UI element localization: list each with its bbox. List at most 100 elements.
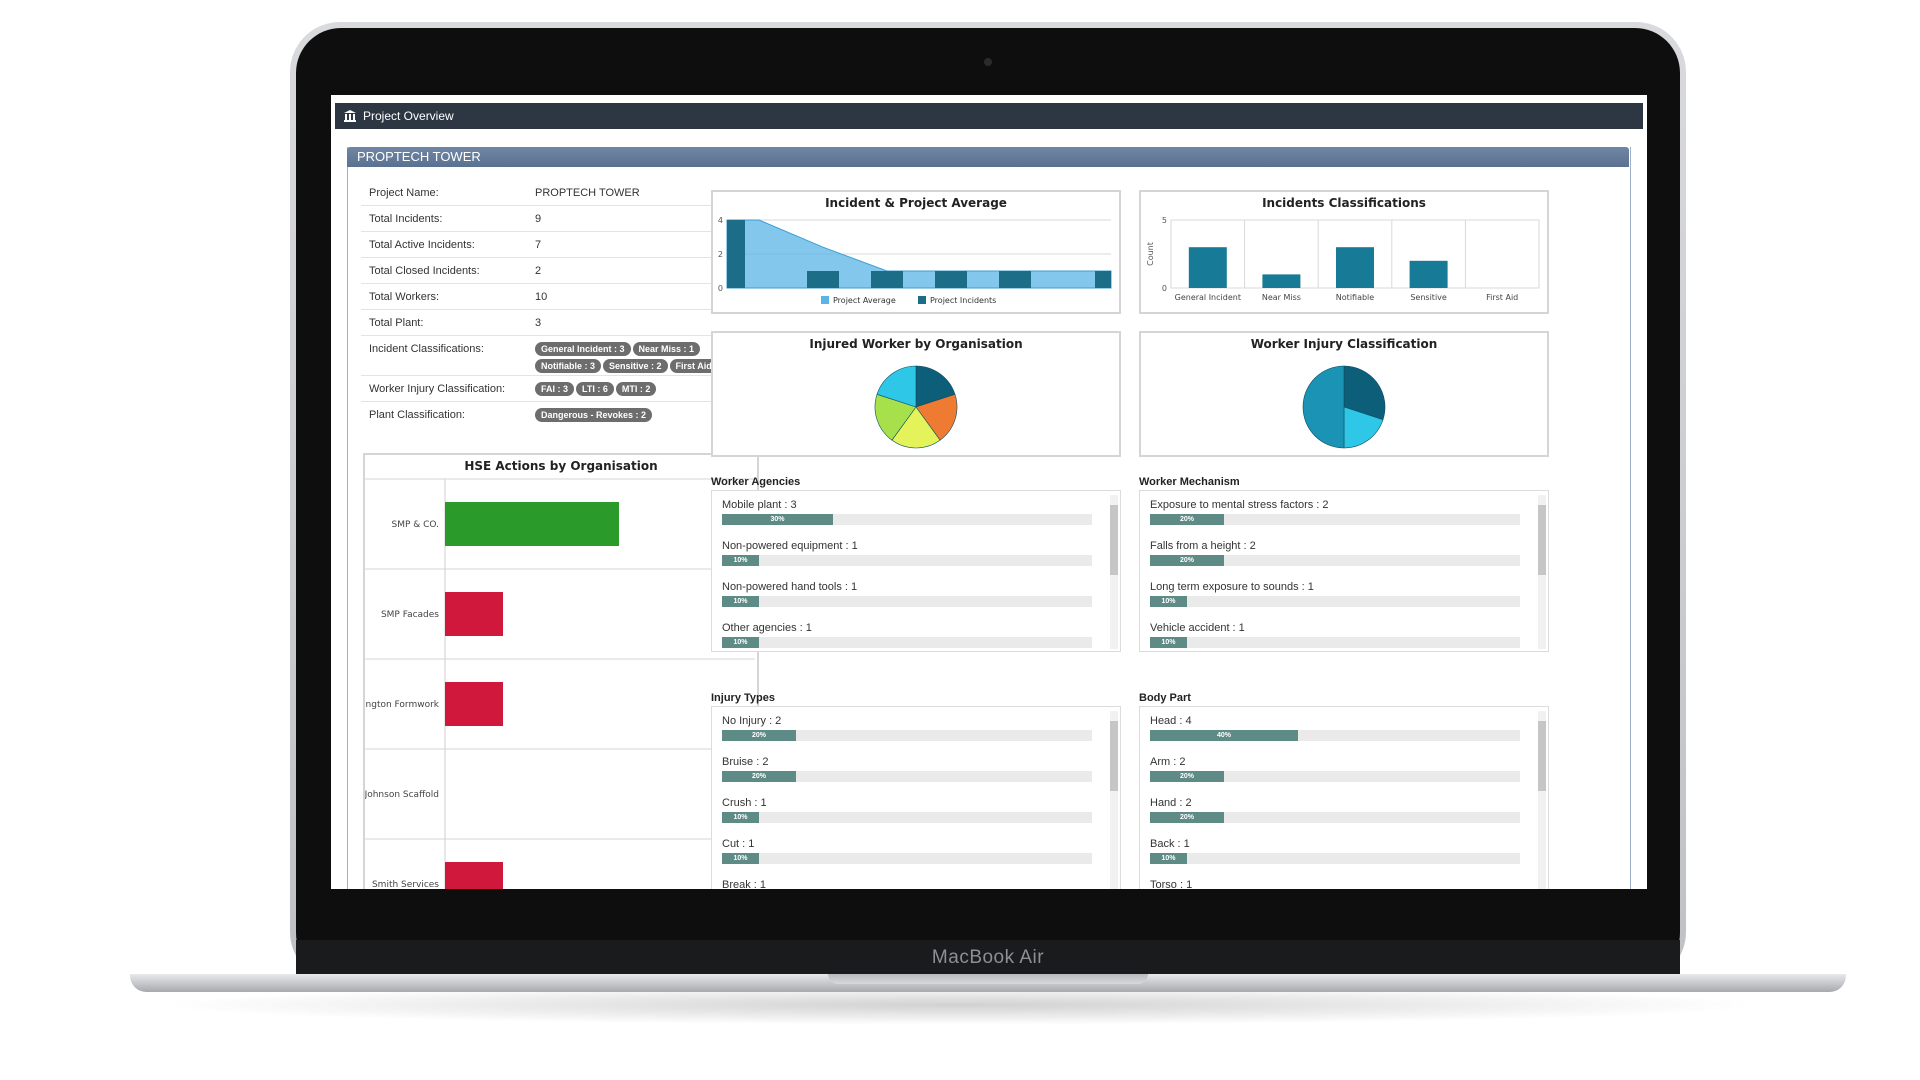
pie-slice: [891, 406, 941, 449]
info-value: PROPTECH TOWER: [535, 187, 640, 199]
progress-fill: 20%: [1150, 555, 1224, 566]
body-part-list: Head : 4 40% Arm : 2 20% Hand : 2 20% Back : 1…: [1139, 706, 1549, 889]
worker-injury-title: Worker Injury Classification: [1250, 337, 1438, 351]
injured-org-title: Injured Worker by Organisation: [809, 337, 1023, 351]
info-row: Project Name: PROPTECH TOWER: [361, 180, 757, 206]
classification-badge: Near Miss : 1: [632, 342, 701, 356]
y-tick-label: 0: [718, 284, 723, 293]
list-item-label: Break : 1: [722, 879, 767, 889]
list-scrollbar[interactable]: [1538, 495, 1546, 649]
laptop-hinge-notch: [828, 974, 1148, 984]
pie-slice: [874, 393, 917, 441]
hse-chart-title: HSE Actions by Organisation: [464, 459, 658, 473]
classification-badge: LTI : 6: [576, 382, 614, 396]
y-tick-label: 5: [1162, 216, 1167, 225]
progress-track: 20%: [722, 730, 1092, 741]
info-value: 10: [535, 291, 548, 303]
info-row: Total Incidents: 9: [361, 206, 757, 232]
y-tick-label: 2: [718, 250, 723, 259]
list-item-label: Falls from a height : 2: [1150, 540, 1256, 552]
scrollbar-thumb[interactable]: [1538, 721, 1546, 791]
list-item-label: Long term exposure to sounds : 1: [1150, 581, 1314, 593]
scrollbar-thumb[interactable]: [1110, 721, 1118, 791]
list-scrollbar[interactable]: [1110, 711, 1118, 889]
list-item-label: Exposure to mental stress factors : 2: [1150, 499, 1329, 511]
category-label: SMP Facades: [381, 610, 439, 620]
list-item-label: Back : 1: [1150, 838, 1190, 850]
camera-icon: [984, 58, 992, 66]
info-label: Worker Injury Classification:: [369, 383, 506, 395]
worker-mechanism-label: Worker Mechanism: [1139, 476, 1240, 488]
pie-slice: [1302, 365, 1345, 449]
progress-fill: 10%: [722, 596, 759, 607]
screen: Project Overview PROPTECH TOWER Project …: [331, 95, 1647, 889]
progress-track: 20%: [1150, 771, 1520, 782]
incident-class-box: Incidents Classifications 0 5 Count General…: [1139, 190, 1549, 314]
progress-fill: 10%: [1150, 637, 1187, 648]
info-label: Total Active Incidents:: [369, 239, 475, 251]
building-icon: [344, 110, 356, 122]
incident-bar: [727, 220, 745, 288]
progress-track: 10%: [722, 596, 1092, 607]
list-item-label: Mobile plant : 3: [722, 499, 797, 511]
classification-badge: FAI : 3: [535, 382, 575, 396]
progress-fill: 10%: [722, 812, 759, 823]
pie-slice: [915, 393, 958, 441]
info-value: 2: [535, 265, 542, 277]
list-item-label: Crush : 1: [722, 797, 767, 809]
list-scrollbar[interactable]: [1110, 495, 1118, 649]
legend-swatch: [918, 296, 926, 304]
class-bar: [1188, 247, 1227, 288]
list-item-label: Non-powered equipment : 1: [722, 540, 858, 552]
progress-track: 40%: [1150, 730, 1520, 741]
progress-track: 30%: [722, 514, 1092, 525]
hse-bar: [445, 862, 503, 889]
classification-badge: General Incident : 3: [535, 342, 631, 356]
category-label: Smith Services: [372, 880, 439, 889]
x-tick-label: Sensitive: [1410, 293, 1447, 302]
worker-injury-pie: [1302, 365, 1386, 449]
x-tick-label: Notifiable: [1336, 293, 1374, 302]
progress-fill: 10%: [1150, 853, 1187, 864]
info-row: Total Workers: 10: [361, 284, 757, 310]
incident-class-chart: 0 5 Count General Incident Near Miss Notifiab…: [1146, 216, 1540, 302]
info-label: Incident Classifications:: [369, 343, 484, 355]
incident-bar: [871, 271, 903, 288]
info-row: Plant Classification: Dangerous - Revokes…: [361, 402, 757, 427]
category-label: SMP & CO.: [391, 520, 439, 530]
progress-track: 10%: [722, 637, 1092, 648]
body-part-label: Body Part: [1139, 692, 1191, 704]
progress-fill: 10%: [722, 853, 759, 864]
panel-title: PROPTECH TOWER: [347, 147, 1629, 167]
hse-bar: [445, 592, 503, 636]
info-value: 3: [535, 317, 542, 329]
info-row: Worker Injury Classification: FAI : 3 LTI …: [361, 376, 757, 402]
classification-badge: Notifiable : 3: [535, 359, 602, 373]
class-bar: [1409, 260, 1448, 288]
progress-fill: 10%: [1150, 596, 1187, 607]
info-label: Project Name:: [369, 187, 439, 199]
class-bar: [1262, 274, 1301, 288]
list-item-label: Vehicle accident : 1: [1150, 622, 1245, 634]
scrollbar-thumb[interactable]: [1538, 505, 1546, 575]
list-scrollbar[interactable]: [1538, 711, 1546, 889]
scrollbar-thumb[interactable]: [1110, 505, 1118, 575]
progress-track: 20%: [1150, 514, 1520, 525]
progress-track: 10%: [1150, 596, 1520, 607]
legend-swatch: [821, 296, 829, 304]
hse-bar: [445, 682, 503, 726]
x-tick-label: Near Miss: [1262, 293, 1301, 302]
y-tick-label: 4: [718, 216, 723, 225]
incident-bar: [1095, 271, 1111, 288]
progress-track: 10%: [722, 812, 1092, 823]
list-item-label: Bruise : 2: [722, 756, 769, 768]
list-item-label: Other agencies : 1: [722, 622, 812, 634]
hse-chart-box: HSE Actions by Organisation SMP & CO. SMP…: [363, 453, 759, 889]
info-label: Total Plant:: [369, 317, 424, 329]
project-info-table: Project Name: PROPTECH TOWER Total Incide…: [361, 180, 757, 427]
category-label: Johnson Scaffold: [365, 790, 439, 800]
legend-label: Project Incidents: [930, 296, 996, 305]
list-item-label: Cut : 1: [722, 838, 755, 850]
pie-slice: [1343, 365, 1386, 421]
classification-badge: Sensitive : 2: [603, 359, 668, 373]
